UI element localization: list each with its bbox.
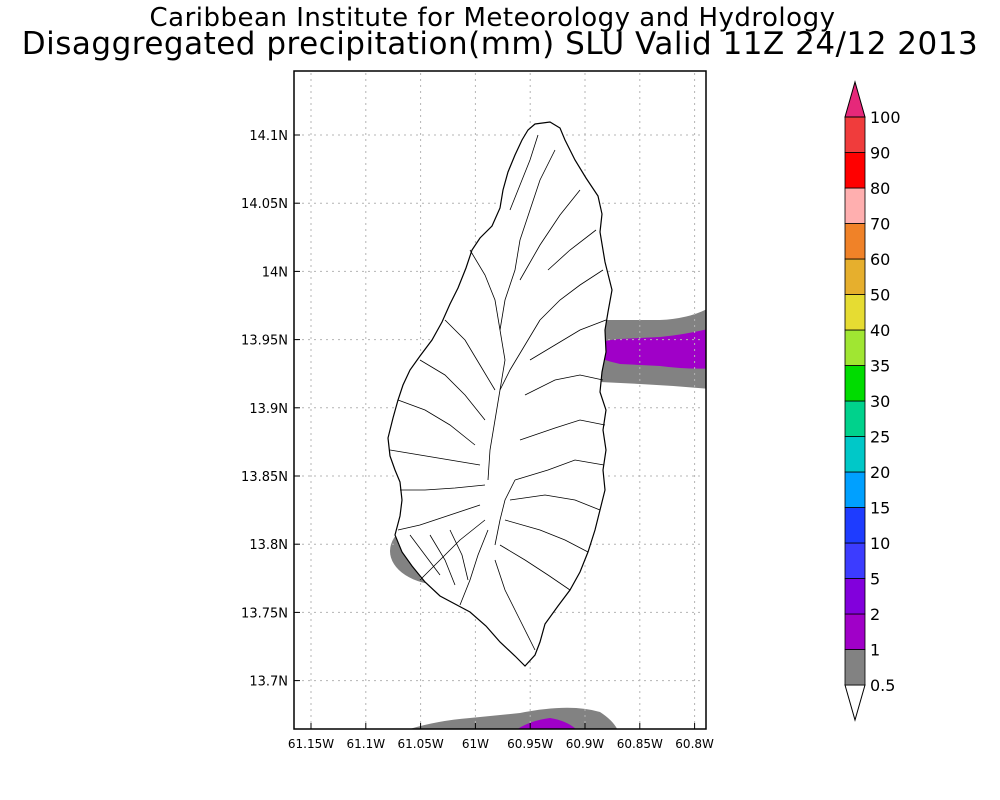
latitude-axis: 14.1N 14.05N 14N 13.95N 13.9N 13.85N 13.8N 13.7…	[241, 129, 300, 690]
lat-tick-label: 13.9N	[249, 402, 288, 417]
river-line	[509, 134, 539, 211]
colorbar-label: 5	[870, 570, 880, 589]
lon-tick-label: 61.15W	[288, 737, 334, 751]
river-line	[539, 269, 604, 321]
river-line	[444, 319, 496, 391]
lat-tick-label: 14N	[262, 265, 288, 280]
river-line	[514, 459, 605, 481]
precip-band-south-0.5mm	[409, 707, 618, 729]
river-line	[509, 494, 601, 511]
river-line	[504, 519, 589, 553]
colorbar-label: 15	[870, 499, 890, 518]
lat-tick-label: 13.7N	[249, 675, 288, 690]
colorbar-segment	[844, 436, 866, 473]
lat-tick-label: 13.85N	[241, 470, 288, 485]
title-line-2: Disaggregated precipitation(mm) SLU Vali…	[21, 26, 979, 62]
river-line	[389, 449, 481, 466]
colorbar-label: 25	[870, 428, 890, 447]
river-line	[429, 534, 456, 586]
colorbar-label: 1	[870, 641, 880, 660]
lat-tick-label: 14.05N	[241, 197, 288, 212]
river-line	[469, 249, 501, 331]
lon-tick-label: 60.95W	[507, 737, 553, 751]
river-line	[519, 189, 581, 281]
colorbar-segment	[844, 542, 866, 579]
colorbar-label: 60	[870, 250, 890, 269]
river-line	[400, 484, 486, 491]
lat-tick-label: 13.8N	[249, 538, 288, 553]
lat-tick-label: 13.95N	[241, 334, 288, 349]
river-line	[519, 149, 556, 241]
lon-tick-label: 60.9W	[566, 737, 605, 751]
river-line	[499, 239, 521, 331]
colorbar-segment	[844, 187, 866, 224]
river-line	[519, 419, 606, 441]
title-line-1: Caribbean Institute for Meteorology and …	[149, 3, 836, 33]
colorbar-segment	[844, 329, 866, 366]
colorbar-segment	[844, 507, 866, 544]
river-line	[499, 319, 541, 391]
colorbar-segment	[844, 649, 866, 686]
colorbar-over-triangle	[844, 80, 866, 118]
colorbar-label: 2	[870, 605, 880, 624]
colorbar-label: 30	[870, 392, 890, 411]
lat-tick-label: 13.75N	[241, 606, 288, 621]
island-outline	[387, 121, 613, 667]
river-line	[494, 479, 516, 546]
lon-tick-label: 60.8W	[675, 737, 714, 751]
river-line	[529, 319, 607, 361]
colorbar-label: 70	[870, 215, 890, 234]
river-line	[419, 519, 486, 581]
river-line	[499, 544, 571, 591]
colorbar-segment	[844, 578, 866, 615]
precip-band-south-1mm	[517, 718, 576, 729]
colorbar-label: 80	[870, 179, 890, 198]
lon-tick-label: 61W	[462, 737, 489, 751]
river-line	[459, 529, 489, 606]
colorbar-segment	[844, 471, 866, 508]
colorbar-segment	[844, 365, 866, 402]
colorbar-label: 90	[870, 144, 890, 163]
map-frame	[293, 70, 707, 730]
colorbar-under-triangle	[844, 684, 866, 722]
river-network	[389, 134, 607, 651]
colorbar-label: 0.5	[870, 676, 895, 695]
river-line	[524, 374, 604, 396]
colorbar-label: 50	[870, 286, 890, 305]
river-line	[397, 399, 476, 446]
river-line	[494, 559, 536, 651]
river-line	[419, 359, 486, 421]
colorbar-segment	[844, 613, 866, 650]
colorbar-segment	[844, 400, 866, 437]
lon-tick-label: 61.05W	[397, 737, 443, 751]
longitude-axis: 61.15W 61.1W 61.05W 61W 60.95W 60.9W 60.85W 60.…	[288, 723, 714, 751]
colorbar-label: 20	[870, 463, 890, 482]
saint-lucia-island	[387, 121, 613, 667]
colorbar-segment	[844, 258, 866, 295]
river-line	[547, 229, 597, 271]
colorbar-segment	[844, 116, 866, 153]
colorbar-label: 35	[870, 357, 890, 376]
colorbar-segment	[844, 152, 866, 189]
colorbar-label: 100	[870, 108, 901, 127]
river-line	[409, 534, 441, 576]
colorbar-label: 10	[870, 534, 890, 553]
river-line	[487, 329, 506, 481]
lon-tick-label: 61.1W	[347, 737, 386, 751]
river-line	[397, 504, 481, 531]
river-line	[449, 529, 469, 581]
lon-tick-label: 60.85W	[617, 737, 663, 751]
lat-tick-label: 14.1N	[249, 129, 288, 144]
colorbar-segment	[844, 294, 866, 331]
colorbar-label: 40	[870, 321, 890, 340]
colorbar-segment	[844, 223, 866, 260]
